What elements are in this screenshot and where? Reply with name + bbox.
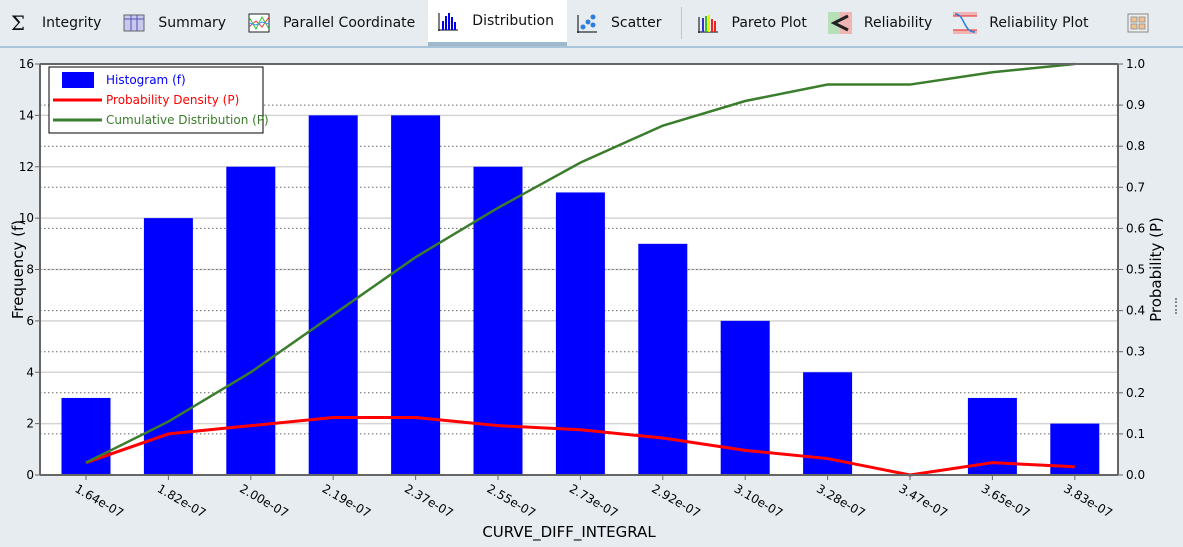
y-tick-label: 6 [26,314,34,328]
y-axis-label: Frequency (f) [9,220,27,319]
histogram-icon [436,10,460,32]
y-tick-label: 8 [26,263,34,277]
tab-reliability[interactable]: Reliability [820,0,945,46]
legend-label: Probability Density (P) [106,93,239,107]
splitter-handle[interactable] [1175,298,1180,314]
tab-label: Reliability Plot [989,15,1089,31]
y-tick-label: 10 [19,211,34,225]
tab-separator [680,7,682,39]
y2-tick-label: 0.1 [1126,427,1145,441]
x-tick-label: 1.82e-07 [155,481,209,520]
y2-tick-label: 0.8 [1126,139,1145,153]
histogram-bar [473,166,523,475]
distribution-chart: 0 2 4 6 8 10 12 14 16 0.0 0.1 0.2 0.3 0.4 0.5 0.6 0.7 0.8… [9,57,1165,542]
x-tick-label: 3.28e-07 [814,481,868,520]
tab-label: Parallel Coordinate [283,15,416,31]
reliability-plot-icon [953,12,978,34]
y2-axis-label: Probability (P) [1147,217,1165,322]
tab-layout[interactable] [1118,0,1175,46]
layout-grid-icon [1126,12,1150,34]
y2-tick-label: 0.2 [1126,386,1145,400]
scatter-icon [575,12,599,34]
tab-label: Summary [158,15,227,31]
x-tick-label: 3.83e-07 [1061,481,1115,520]
sigma-icon: Σ [10,11,26,35]
table-icon [122,12,146,34]
y-tick-label: 0 [26,468,34,482]
histogram-bar [61,397,111,475]
histogram-bar [391,115,441,475]
x-tick-label: 2.00e-07 [237,481,291,520]
y-tick-label: 12 [19,160,34,174]
legend-swatch-histogram [62,72,94,88]
reliability-icon [827,12,852,34]
y2-tick-label: 0.0 [1126,468,1145,482]
parallel-coordinate-icon [247,12,271,34]
y-tick-label: 2 [26,417,34,431]
y-tick-label: 4 [26,365,34,379]
x-tick-label: 2.19e-07 [320,481,374,520]
legend: Histogram (f) Probability Density (P) Cumu… [48,66,269,134]
y2-tick-label: 0.5 [1126,263,1145,277]
x-tick-label: 3.65e-07 [979,481,1033,520]
x-tick-label: 3.47e-07 [897,481,951,520]
x-tick-label: 1.64e-07 [73,481,127,520]
y2-tick-label: 1.0 [1126,57,1145,71]
histogram-bar [143,218,193,475]
histogram-bar [308,115,358,475]
y-tick-label: 14 [19,108,34,122]
legend-label: Histogram (f) [106,73,186,87]
y2-tick-label: 0.6 [1126,221,1145,235]
tab-distribution[interactable]: Distribution [428,0,567,46]
x-tick-label: 2.73e-07 [567,481,621,520]
x-tick-label: 2.92e-07 [649,481,703,520]
x-tick-label: 2.55e-07 [485,481,539,520]
tab-reliability-plot[interactable]: Reliability Plot [945,0,1101,46]
tab-label: Scatter [610,15,662,31]
tab-parallel-coordinate[interactable]: Parallel Coordinate [239,0,428,46]
x-tick-label: 2.37e-07 [402,481,456,520]
tab-label: Pareto Plot [731,15,807,31]
tab-pareto-plot[interactable]: Pareto Plot [688,0,820,46]
cumulative-distribution-line [85,62,1075,464]
tab-label: Reliability [863,15,933,31]
tab-integrity[interactable]: Σ Integrity [0,0,114,46]
legend-label: Cumulative Distribution (P) [106,113,269,127]
tab-label: Integrity [42,15,102,31]
y-tick-label: 16 [19,57,34,71]
tab-bar: Σ Integrity Summary Parallel Coordinate Dist… [0,0,1183,48]
tab-label: Distribution [472,13,554,29]
tab-summary[interactable]: Summary [114,0,239,46]
x-axis-label: CURVE_DIFF_INTEGRAL [482,523,656,542]
pareto-icon [696,12,720,34]
x-tick-label: 3.10e-07 [732,481,786,520]
y2-tick-label: 0.4 [1126,304,1145,318]
y2-tick-label: 0.7 [1126,180,1145,194]
tab-scatter[interactable]: Scatter [567,0,675,46]
y2-tick-label: 0.9 [1126,98,1145,112]
y2-tick-label: 0.3 [1126,345,1145,359]
